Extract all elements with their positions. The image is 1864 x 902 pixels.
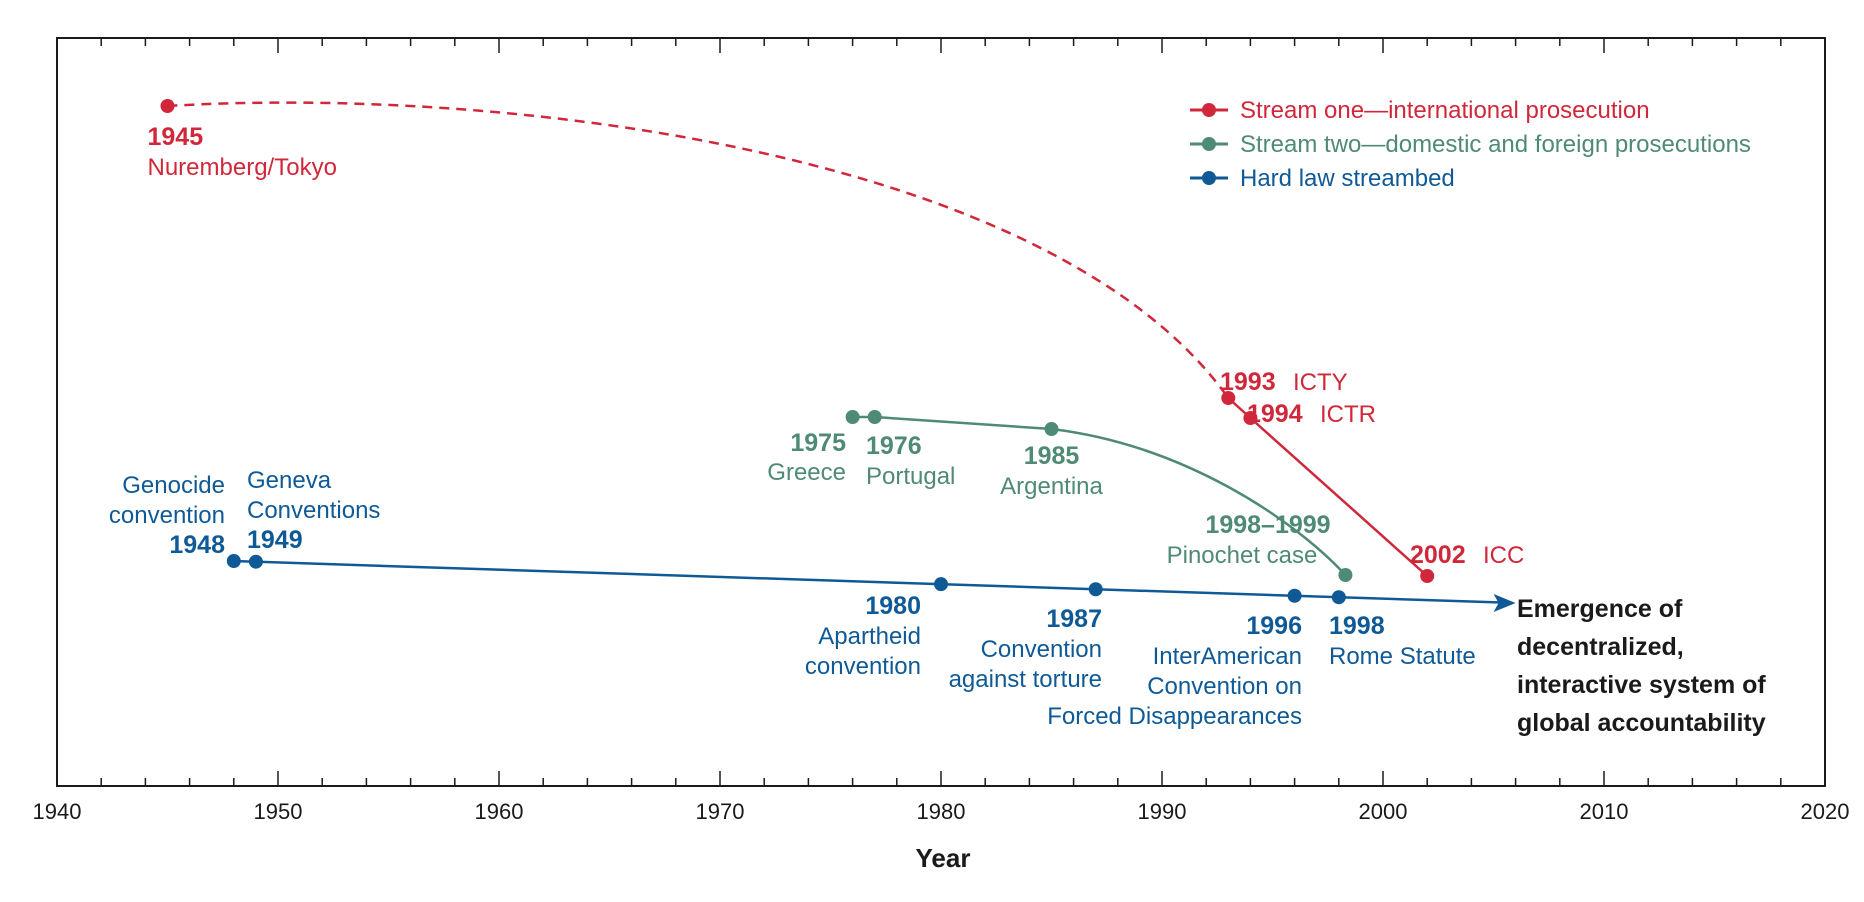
point-year: 1948 bbox=[169, 531, 225, 559]
point-label: Geneva bbox=[247, 467, 332, 494]
streambed-arrowhead bbox=[1493, 594, 1516, 612]
legend: Stream one—international prosecution Stre… bbox=[1190, 97, 1751, 192]
streambed-point bbox=[226, 554, 241, 568]
streambed-point bbox=[1088, 582, 1103, 597]
point-label: convention bbox=[805, 653, 921, 680]
point-label: Forced Disappearances bbox=[1047, 703, 1302, 730]
point-label: Convention on bbox=[1147, 673, 1302, 700]
streambed-point bbox=[934, 577, 948, 592]
point-label: Portugal bbox=[866, 463, 955, 490]
legend-swatch-dot bbox=[1202, 171, 1216, 185]
point-label: Pinochet case bbox=[1167, 542, 1318, 569]
label-1949: 1949 Geneva Conventions bbox=[247, 467, 380, 554]
label-1994: 1994 ICTR bbox=[1247, 400, 1376, 428]
legend-item: Stream two—domestic and foreign prosecut… bbox=[1190, 131, 1751, 158]
point-label: against torture bbox=[949, 666, 1102, 693]
label-1985: 1985 Argentina bbox=[1000, 442, 1103, 500]
label-1998: 1998–1999 Pinochet case bbox=[1167, 511, 1331, 569]
point-label: Genocide bbox=[122, 472, 225, 499]
stream-two-line bbox=[852, 415, 1347, 576]
x-tick-label: 1960 bbox=[475, 799, 524, 824]
chart-axes: 1940 1950 1960 1970 1980 1990 2000 2010 2020 bbox=[33, 37, 1850, 824]
label-1993: 1993 ICTY bbox=[1220, 368, 1348, 396]
point-label: convention bbox=[109, 502, 225, 529]
x-tick-label: 2020 bbox=[1801, 799, 1850, 824]
streambed-point bbox=[1287, 588, 1302, 603]
point-year: 1993 bbox=[1220, 368, 1276, 396]
x-tick-label: 1990 bbox=[1138, 799, 1187, 824]
legend-label: Stream one—international prosecution bbox=[1240, 97, 1650, 124]
point-label: Greece bbox=[767, 459, 846, 486]
label-1980: 1980 Apartheid convention bbox=[805, 592, 921, 680]
stream-one-dashed-line bbox=[167, 101, 1230, 399]
label-1998-rome: 1998 Rome Statute bbox=[1329, 612, 1476, 670]
x-tick-label: 1980 bbox=[917, 799, 966, 824]
point-year: 1976 bbox=[866, 432, 922, 460]
label-2002: 2002 ICC bbox=[1410, 541, 1524, 569]
point-label: Argentina bbox=[1000, 473, 1103, 500]
legend-item: Stream one—international prosecution bbox=[1190, 97, 1650, 124]
legend-item: Hard law streambed bbox=[1190, 165, 1455, 192]
point-labels: 1945 Nuremberg/Tokyo 1993 ICTY 1994 ICTR 2002 I… bbox=[109, 123, 1524, 730]
label-1976: 1976 Portugal bbox=[866, 432, 955, 490]
label-1948: 1948 Genocide convention bbox=[109, 472, 225, 559]
x-axis-label: Year bbox=[916, 843, 971, 873]
legend-swatch-dot bbox=[1202, 137, 1216, 151]
stream-one-point bbox=[1243, 411, 1258, 425]
label-1987: 1987 Convention against torture bbox=[949, 605, 1102, 693]
point-label: Convention bbox=[981, 636, 1102, 663]
point-year: 1998 bbox=[1329, 612, 1385, 640]
streambed-point bbox=[1331, 590, 1346, 605]
stream-two-point bbox=[867, 410, 882, 424]
point-year: 1949 bbox=[247, 526, 303, 554]
stream-one-point bbox=[1221, 391, 1236, 405]
x-tick-label: 2000 bbox=[1359, 799, 1408, 824]
point-year: 1975 bbox=[790, 429, 846, 457]
stream-two-point bbox=[845, 410, 860, 424]
point-label: Apartheid bbox=[818, 623, 921, 650]
point-year: 1998–1999 bbox=[1205, 511, 1330, 539]
point-year: 1994 bbox=[1247, 400, 1303, 428]
streambed-point bbox=[248, 554, 263, 569]
label-1945: 1945 Nuremberg/Tokyo bbox=[148, 123, 337, 181]
point-year: 1996 bbox=[1246, 612, 1302, 640]
point-year: 2002 bbox=[1410, 541, 1466, 569]
point-label: Rome Statute bbox=[1329, 643, 1476, 670]
stream-two-point bbox=[1044, 422, 1059, 436]
point-label: InterAmerican bbox=[1153, 643, 1302, 670]
end-annotation: Emergence of decentralized, interactive sy… bbox=[1517, 595, 1766, 737]
legend-label: Hard law streambed bbox=[1240, 165, 1455, 192]
point-year: 1945 bbox=[148, 123, 204, 151]
point-label: ICTR bbox=[1320, 401, 1376, 428]
point-label: Nuremberg/Tokyo bbox=[148, 154, 337, 181]
legend-label: Stream two—domestic and foreign prosecut… bbox=[1240, 131, 1751, 158]
x-tick-label: 2010 bbox=[1580, 799, 1629, 824]
legend-swatch-dot bbox=[1202, 103, 1216, 117]
series-points bbox=[160, 99, 1435, 605]
label-1996: 1996 InterAmerican Convention on Forced Dis… bbox=[1047, 612, 1302, 730]
x-tick-label: 1950 bbox=[254, 799, 303, 824]
point-year: 1985 bbox=[1024, 442, 1080, 470]
stream-one-point bbox=[160, 99, 175, 113]
stream-one-point bbox=[1420, 569, 1435, 583]
x-tick-label: 1940 bbox=[33, 799, 82, 824]
point-year: 1987 bbox=[1046, 605, 1102, 633]
point-label: ICC bbox=[1483, 542, 1524, 569]
stream-two-point bbox=[1338, 568, 1353, 582]
point-label: Conventions bbox=[247, 497, 380, 524]
x-tick-label: 1970 bbox=[696, 799, 745, 824]
point-label: ICTY bbox=[1293, 369, 1348, 396]
point-year: 1980 bbox=[865, 592, 921, 620]
